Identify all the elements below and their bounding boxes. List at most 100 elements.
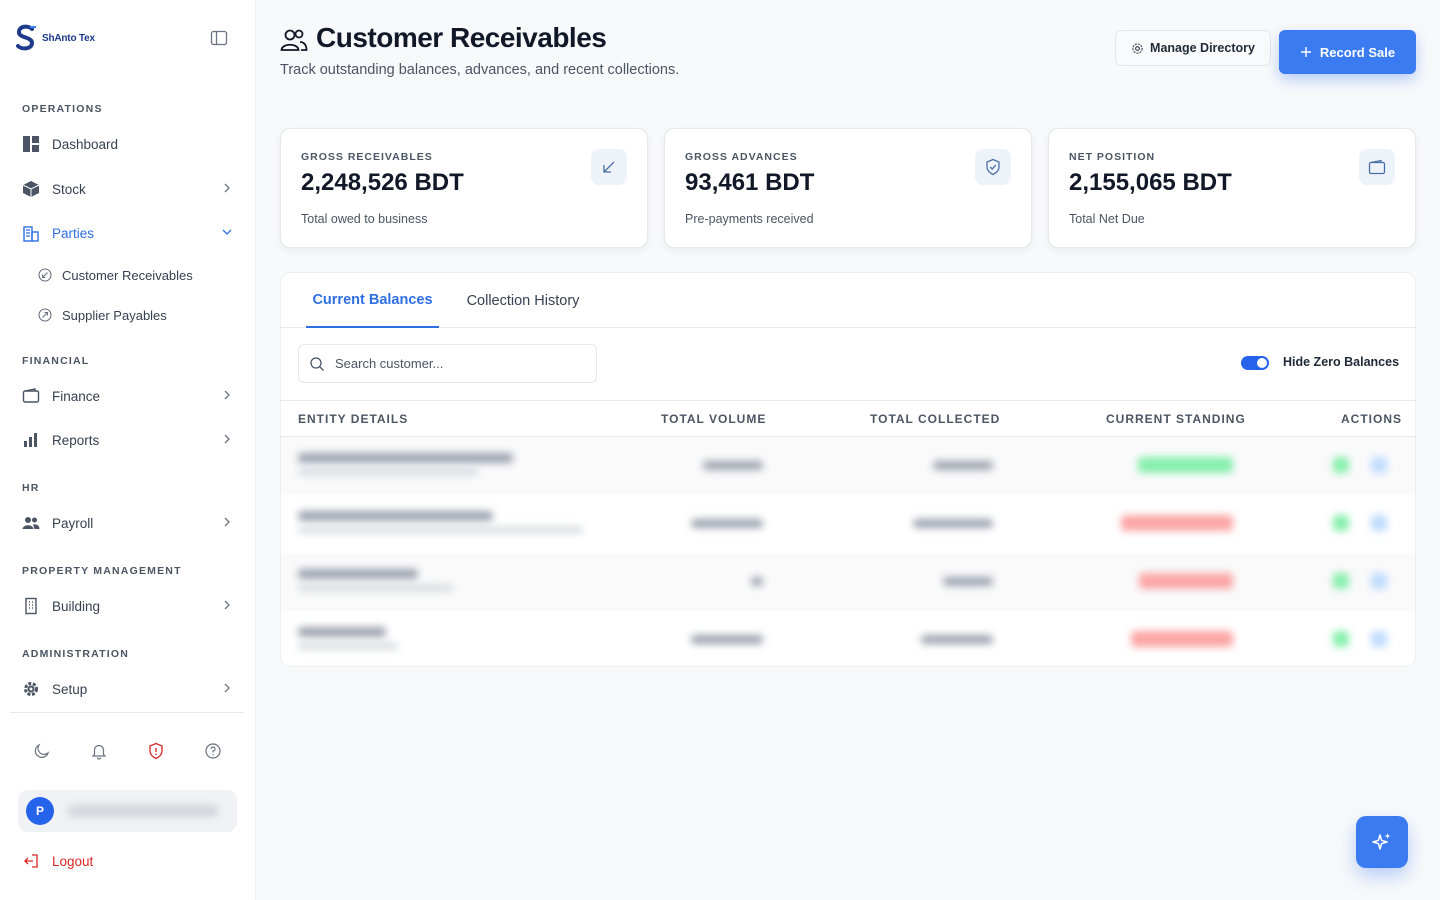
stat-card-gross-receivables: GROSS RECEIVABLES 2,248,526 BDT Total ow… xyxy=(280,128,648,248)
sparkles-icon xyxy=(1372,833,1391,850)
chevron-down-icon xyxy=(222,229,232,235)
stat-caption: Total owed to business xyxy=(301,212,428,226)
stat-value: 2,155,065 BDT xyxy=(1069,169,1232,196)
brand-name: ShAnto Tex xyxy=(42,32,95,44)
users-outline-icon xyxy=(280,29,308,51)
shield-check-icon xyxy=(975,149,1011,185)
redacted-standing-badge xyxy=(1138,457,1233,473)
hide-zero-toggle[interactable] xyxy=(1241,356,1269,370)
chevron-right-icon xyxy=(224,390,230,400)
sidebar-item-label: Payroll xyxy=(52,515,94,531)
table-row[interactable] xyxy=(281,495,1415,553)
buildings-icon xyxy=(22,224,40,242)
ai-assistant-button[interactable] xyxy=(1356,816,1408,868)
sidebar-collapse-icon[interactable] xyxy=(210,30,228,46)
redacted-action-icon[interactable] xyxy=(1371,573,1387,589)
redacted-collected xyxy=(921,635,993,644)
table-row[interactable] xyxy=(281,611,1415,666)
redacted-entity xyxy=(298,453,513,463)
redacted-standing-badge xyxy=(1131,631,1233,647)
plus-icon xyxy=(1300,47,1311,57)
sidebar-item-dashboard[interactable]: Dashboard xyxy=(10,126,246,162)
manage-directory-button[interactable]: Manage Directory xyxy=(1115,30,1271,66)
arrow-down-left-icon xyxy=(591,149,627,185)
redacted-standing-badge xyxy=(1139,573,1233,589)
chevron-right-icon xyxy=(224,434,230,444)
sidebar-item-label: Reports xyxy=(52,432,100,448)
page-title: Customer Receivables xyxy=(316,22,607,53)
redacted-action-icon[interactable] xyxy=(1333,457,1349,473)
gear-icon xyxy=(22,680,40,698)
redacted-entity-meta xyxy=(298,527,583,533)
manage-directory-label: Manage Directory xyxy=(1150,41,1255,55)
tab-bar: Current Balances Collection History xyxy=(281,273,1415,328)
moon-icon[interactable] xyxy=(33,742,51,760)
hide-zero-label: Hide Zero Balances xyxy=(1283,355,1400,369)
redacted-action-icon[interactable] xyxy=(1371,457,1387,473)
bell-icon[interactable] xyxy=(90,742,108,760)
sidebar-item-finance[interactable]: Finance xyxy=(10,378,246,414)
users-icon xyxy=(22,514,40,532)
sidebar-subitem-supplier-payables[interactable]: Supplier Payables xyxy=(28,299,246,331)
search-field[interactable] xyxy=(298,344,597,383)
brand[interactable]: ShAnto Tex xyxy=(14,24,95,52)
section-financial: FINANCIAL xyxy=(22,355,90,367)
balances-panel: Current Balances Collection History Hide… xyxy=(280,272,1416,667)
sidebar-item-building[interactable]: Building xyxy=(10,588,246,624)
redacted-entity-meta xyxy=(298,643,398,649)
redacted-action-icon[interactable] xyxy=(1333,515,1349,531)
redacted-volume xyxy=(751,577,763,586)
section-property-management: PROPERTY MANAGEMENT xyxy=(22,565,182,577)
stat-value: 93,461 BDT xyxy=(685,169,815,196)
col-total-collected: TOTAL COLLECTED xyxy=(870,412,1001,426)
stat-card-gross-advances: GROSS ADVANCES 93,461 BDT Pre-payments r… xyxy=(664,128,1032,248)
shield-alert-icon[interactable] xyxy=(147,742,165,760)
redacted-standing-badge xyxy=(1121,515,1233,531)
page-subtitle: Track outstanding balances, advances, an… xyxy=(280,62,680,78)
sidebar-item-parties[interactable]: Parties xyxy=(10,215,246,251)
redacted-entity xyxy=(298,511,493,521)
user-profile-card[interactable]: P xyxy=(18,790,237,832)
logout-button[interactable]: Logout xyxy=(22,852,93,870)
sidebar-item-label: Dashboard xyxy=(52,136,119,152)
arrow-circle-up-right-icon xyxy=(38,308,52,322)
table-row[interactable] xyxy=(281,437,1415,495)
sidebar-item-reports[interactable]: Reports xyxy=(10,422,246,458)
redacted-collected xyxy=(933,461,993,470)
sidebar-item-label: Finance xyxy=(52,388,101,404)
redacted-action-icon[interactable] xyxy=(1371,515,1387,531)
redacted-volume xyxy=(691,519,763,528)
col-actions: ACTIONS xyxy=(1341,412,1402,426)
stat-label: GROSS ADVANCES xyxy=(685,151,798,163)
redacted-action-icon[interactable] xyxy=(1333,631,1349,647)
stat-label: GROSS RECEIVABLES xyxy=(301,151,433,163)
redacted-action-icon[interactable] xyxy=(1371,631,1387,647)
record-sale-button[interactable]: Record Sale xyxy=(1279,30,1416,74)
logout-label: Logout xyxy=(52,853,94,869)
redacted-volume xyxy=(691,635,763,644)
redacted-collected xyxy=(943,577,993,586)
stat-caption: Total Net Due xyxy=(1069,212,1145,226)
sidebar-item-payroll[interactable]: Payroll xyxy=(10,505,246,541)
sidebar-subitem-customer-receivables[interactable]: Customer Receivables xyxy=(28,259,246,291)
stat-card-net-position: NET POSITION 2,155,065 BDT Total Net Due xyxy=(1048,128,1416,248)
col-total-volume: TOTAL VOLUME xyxy=(661,412,767,426)
stat-value: 2,248,526 BDT xyxy=(301,169,464,196)
tab-collection-history[interactable]: Collection History xyxy=(466,292,580,309)
sidebar-item-label: Building xyxy=(52,598,101,614)
redacted-entity xyxy=(298,569,418,579)
sidebar-subitem-label: Customer Receivables xyxy=(62,267,193,283)
sidebar-item-label: Stock xyxy=(52,181,86,197)
sidebar-item-stock[interactable]: Stock xyxy=(10,171,246,207)
bar-chart-icon xyxy=(22,431,40,449)
section-hr: HR xyxy=(22,482,40,494)
sidebar-item-setup[interactable]: Setup xyxy=(10,671,246,707)
table-row[interactable] xyxy=(281,553,1415,611)
tab-current-balances[interactable]: Current Balances xyxy=(306,273,439,328)
sidebar-divider xyxy=(10,712,244,713)
redacted-action-icon[interactable] xyxy=(1333,573,1349,589)
help-circle-icon[interactable] xyxy=(204,742,222,760)
search-input[interactable] xyxy=(335,356,575,371)
redacted-entity-meta xyxy=(298,469,478,475)
table-header: ENTITY DETAILS TOTAL VOLUME TOTAL COLLEC… xyxy=(281,400,1415,437)
